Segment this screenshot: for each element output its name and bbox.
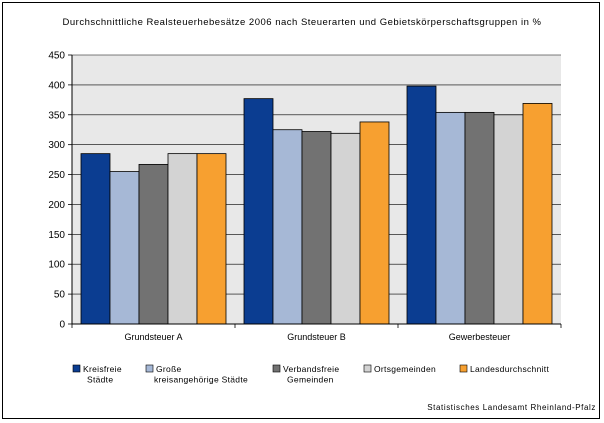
- bar: [138, 163, 169, 325]
- bar: [330, 132, 361, 325]
- bar: [272, 129, 303, 325]
- bar: [301, 131, 332, 325]
- y-tick-label: 300: [48, 140, 65, 151]
- y-axis-ticks: 0 50 100 150 200 250 300 350 400 450: [48, 51, 72, 331]
- legend-swatch: [72, 364, 81, 373]
- bar: [435, 111, 466, 325]
- legend-label: Ortsgemeinden: [374, 364, 436, 374]
- bar: [464, 111, 495, 325]
- legend-label: Verbandsfreie: [283, 364, 339, 374]
- legend-swatch: [145, 364, 154, 373]
- chart-title: Durchschnittliche Realsteuerhebesätze 20…: [63, 17, 542, 28]
- bar: [109, 171, 140, 325]
- x-tick-label: Grundsteuer A: [124, 332, 182, 342]
- y-tick-label: 350: [48, 110, 65, 121]
- y-tick-label: 100: [48, 260, 65, 271]
- bar: [522, 103, 553, 325]
- legend-label: kreisangehörige Städte: [154, 375, 248, 385]
- x-axis-labels: Grundsteuer A Grundsteuer B Gewerbesteuer: [124, 332, 510, 342]
- legend-swatch: [272, 364, 281, 373]
- bar: [196, 153, 227, 325]
- source-note: Statistisches Landesamt Rheinland-Pfalz: [427, 403, 596, 412]
- legend-label: Kreisfreie: [83, 364, 122, 374]
- y-tick-label: 0: [59, 320, 65, 331]
- legend-label: Städte: [87, 375, 113, 385]
- bar: [406, 85, 437, 325]
- axes: [71, 55, 562, 328]
- bar: [243, 98, 274, 325]
- bar: [359, 121, 390, 325]
- legend-swatch: [459, 364, 468, 373]
- legend-label: Landesdurchschnitt: [470, 364, 549, 374]
- y-tick-label: 200: [48, 200, 65, 211]
- y-tick-label: 150: [48, 230, 65, 241]
- bar: [167, 153, 198, 325]
- x-tick-label: Grundsteuer B: [287, 332, 346, 342]
- y-tick-label: 450: [48, 51, 65, 62]
- y-tick-label: 50: [54, 290, 66, 301]
- legend-swatch: [363, 364, 372, 373]
- bar: [80, 153, 111, 325]
- legend-label: Große: [156, 364, 182, 374]
- x-tick-label: Gewerbesteuer: [449, 332, 511, 342]
- y-tick-label: 400: [48, 80, 65, 91]
- bars: [80, 85, 553, 325]
- bar: [493, 114, 524, 325]
- legend-label: Gemeinden: [287, 375, 334, 385]
- y-tick-label: 250: [48, 170, 65, 181]
